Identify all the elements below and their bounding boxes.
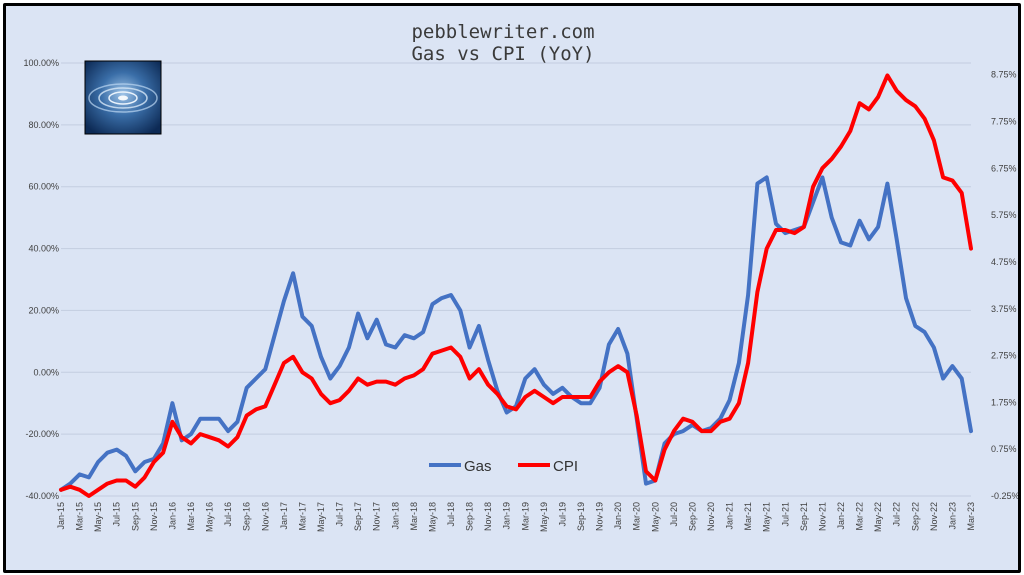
x-tick-label: Nov-16 bbox=[260, 502, 270, 531]
chart-subtitle: Gas vs CPI (YoY) bbox=[411, 43, 594, 65]
x-tick-label: Mar-19 bbox=[520, 502, 530, 531]
x-tick-label: May-16 bbox=[205, 502, 215, 532]
right-tick-label: 5.75% bbox=[991, 210, 1017, 220]
left-tick-label: -40.00% bbox=[25, 491, 59, 501]
series-line-cpi bbox=[59, 73, 973, 498]
x-tick-label: May-18 bbox=[427, 502, 437, 532]
x-tick-label: Sep-17 bbox=[353, 502, 363, 531]
x-tick-label: Nov-22 bbox=[929, 502, 939, 531]
chart-frame: -40.00% -20.00% 0.00% 20.00% 40.00% 60.00% 80.… bbox=[3, 3, 1021, 573]
left-tick-label: 100.00% bbox=[23, 58, 59, 68]
x-tick-label: Sep-15 bbox=[130, 502, 140, 531]
right-tick-label: 8.75% bbox=[991, 70, 1017, 80]
right-tick-label: 1.75% bbox=[991, 397, 1017, 407]
x-tick-label: Mar-20 bbox=[632, 502, 642, 531]
x-tick-label: May-20 bbox=[650, 502, 660, 532]
legend: Gas CPI bbox=[429, 458, 578, 475]
x-tick-label: Nov-18 bbox=[483, 502, 493, 531]
x-tick-label: Jul-21 bbox=[780, 502, 790, 527]
x-tick-label: Jan-21 bbox=[725, 502, 735, 530]
x-tick-label: Nov-15 bbox=[149, 502, 159, 531]
right-tick-label: -0.25% bbox=[991, 491, 1018, 501]
x-tick-label: Jul-17 bbox=[335, 502, 345, 527]
right-tick-label: 2.75% bbox=[991, 351, 1017, 361]
x-tick-label: Sep-16 bbox=[242, 502, 252, 531]
left-axis-ticks: -40.00% -20.00% 0.00% 20.00% 40.00% 60.00% 80.… bbox=[23, 58, 59, 501]
series-lines bbox=[59, 73, 973, 498]
x-tick-label: Nov-21 bbox=[817, 502, 827, 531]
chart-title: pebblewriter.com bbox=[411, 21, 594, 43]
line-chart: -40.00% -20.00% 0.00% 20.00% 40.00% 60.00% 80.… bbox=[23, 21, 1018, 532]
x-tick-label: Jan-15 bbox=[56, 502, 66, 530]
x-tick-label: Nov-17 bbox=[372, 502, 382, 531]
x-tick-label: Jul-20 bbox=[669, 502, 679, 527]
x-tick-label: May-19 bbox=[539, 502, 549, 532]
left-tick-label: 80.00% bbox=[28, 120, 59, 130]
right-tick-label: 6.75% bbox=[991, 163, 1017, 173]
x-tick-label: May-17 bbox=[316, 502, 326, 532]
x-tick-label: Sep-20 bbox=[687, 502, 697, 531]
left-tick-label: 0.00% bbox=[33, 367, 59, 377]
x-tick-label: Mar-15 bbox=[75, 502, 85, 531]
x-tick-label: Jan-18 bbox=[390, 502, 400, 530]
x-tick-label: Mar-23 bbox=[966, 502, 976, 531]
x-tick-label: May-15 bbox=[93, 502, 103, 532]
left-tick-label: 40.00% bbox=[28, 244, 59, 254]
right-axis-ticks: -0.25% 0.75% 1.75% 2.75% 3.75% 4.75% 5.75% 6.75… bbox=[991, 70, 1018, 501]
left-tick-label: 20.00% bbox=[28, 305, 59, 315]
x-tick-label: May-21 bbox=[762, 502, 772, 532]
x-tick-label: Nov-20 bbox=[706, 502, 716, 531]
x-tick-label: Jan-23 bbox=[947, 502, 957, 530]
x-tick-label: Sep-19 bbox=[576, 502, 586, 531]
right-tick-label: 7.75% bbox=[991, 117, 1017, 127]
pebble-logo-icon bbox=[84, 60, 162, 135]
right-tick-label: 0.75% bbox=[991, 444, 1017, 454]
x-tick-label: Jan-17 bbox=[279, 502, 289, 530]
x-tick-label: Jul-16 bbox=[223, 502, 233, 527]
right-tick-label: 4.75% bbox=[991, 257, 1017, 267]
x-tick-label: May-22 bbox=[873, 502, 883, 532]
x-tick-label: Mar-21 bbox=[743, 502, 753, 531]
right-tick-label: 3.75% bbox=[991, 304, 1017, 314]
x-tick-label: Jul-22 bbox=[892, 502, 902, 527]
x-tick-label: Mar-17 bbox=[297, 502, 307, 531]
x-tick-label: Jan-22 bbox=[836, 502, 846, 530]
left-tick-label: 60.00% bbox=[28, 182, 59, 192]
x-tick-label: Jan-16 bbox=[167, 502, 177, 530]
x-tick-label: Mar-16 bbox=[186, 502, 196, 531]
x-axis-ticks: Jan-15 Mar-15 May-15 Jul-15 Sep-15 Nov-15 Jan-… bbox=[56, 502, 976, 532]
x-tick-label: Sep-22 bbox=[910, 502, 920, 531]
x-tick-label: Jul-15 bbox=[112, 502, 122, 527]
x-tick-label: Jul-19 bbox=[557, 502, 567, 527]
gridlines bbox=[61, 62, 971, 497]
x-tick-label: Mar-22 bbox=[855, 502, 865, 531]
x-tick-label: Jan-20 bbox=[613, 502, 623, 530]
legend-cpi-label: CPI bbox=[553, 458, 578, 475]
x-tick-label: Sep-21 bbox=[799, 502, 809, 531]
x-tick-label: Nov-19 bbox=[595, 502, 605, 531]
x-tick-label: Jul-18 bbox=[446, 502, 456, 527]
x-tick-label: Jan-19 bbox=[502, 502, 512, 530]
left-tick-label: -20.00% bbox=[25, 429, 59, 439]
legend-gas-label: Gas bbox=[464, 458, 492, 475]
x-tick-label: Sep-18 bbox=[465, 502, 475, 531]
series-line-gas bbox=[59, 175, 973, 492]
x-tick-label: Mar-18 bbox=[409, 502, 419, 531]
